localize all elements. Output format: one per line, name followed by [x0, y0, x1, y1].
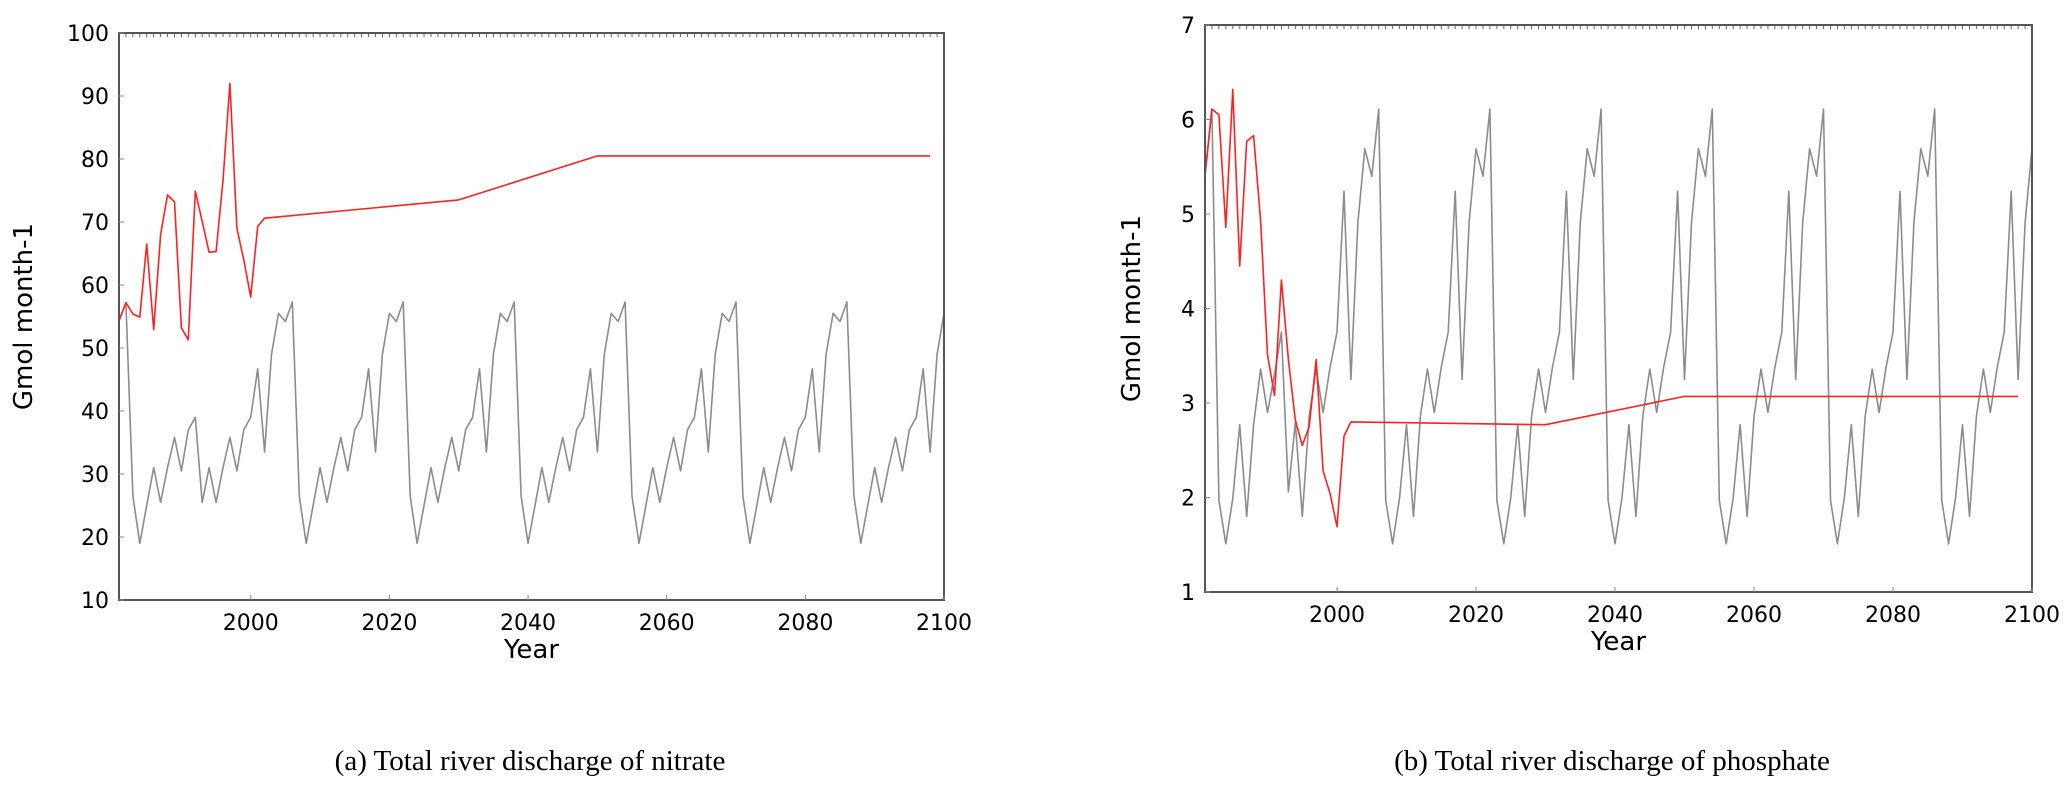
x-tick-label: 2080: [1865, 603, 1921, 628]
y-tick-label: 2: [1181, 487, 1195, 512]
series-line-annual: [118, 82, 931, 341]
y-tick-label: 90: [81, 85, 109, 110]
y-tick-label: 6: [1181, 109, 1195, 134]
y-tick-label: 100: [67, 22, 109, 47]
x-axis-label: Year: [1590, 627, 1646, 657]
y-tick-label: 5: [1181, 203, 1195, 228]
x-tick-label: 2100: [916, 611, 972, 636]
x-axis-label: Year: [503, 635, 559, 665]
figure-caption: (a) Total river discharge of nitrate: [335, 745, 726, 777]
x-tick-label: 2100: [2004, 603, 2060, 628]
y-tick-label: 3: [1181, 392, 1195, 417]
y-tick-label: 20: [81, 526, 109, 551]
plot-frame: [1204, 24, 2033, 593]
figure-caption: (b) Total river discharge of phosphate: [1394, 745, 1830, 777]
x-tick-label: 2000: [1309, 603, 1365, 628]
chart-phosphate: 2000 2020 2040 2060 2080 2100 1 2 3 4 5 6 7 Year Gmol …: [1117, 14, 2060, 777]
y-tick-label: 50: [81, 337, 109, 362]
series-line-annual: [1204, 88, 2019, 528]
series-line-seasonal: [118, 301, 945, 545]
y-tick-label: 60: [81, 274, 109, 299]
y-tick-label: 7: [1181, 14, 1195, 39]
x-tick-label: 2060: [1726, 603, 1782, 628]
x-tick-label: 2020: [361, 611, 417, 636]
x-tick-label: 2000: [223, 611, 279, 636]
x-tick-label: 2060: [639, 611, 695, 636]
y-tick-label: 40: [81, 400, 109, 425]
y-tick-label: 10: [81, 589, 109, 614]
x-tick-label: 2020: [1448, 603, 1504, 628]
x-tick-label: 2040: [500, 611, 556, 636]
y-tick-label: 1: [1181, 581, 1195, 606]
series-line-seasonal: [1204, 108, 2033, 545]
y-tick-label: 80: [81, 148, 109, 173]
y-axis-label: Gmol month-1: [9, 223, 39, 410]
y-axis-label: Gmol month-1: [1117, 215, 1147, 402]
y-tick-label: 70: [81, 211, 109, 236]
plot-frame: [118, 32, 945, 601]
x-tick-label: 2080: [777, 611, 833, 636]
y-tick-label: 4: [1181, 298, 1195, 323]
x-tick-label: 2040: [1587, 603, 1643, 628]
chart-nitrate: 2000 2020 2040 2060 2080 2100 10 20 30 40 50 60 70 80…: [9, 22, 972, 777]
y-tick-label: 30: [81, 463, 109, 488]
